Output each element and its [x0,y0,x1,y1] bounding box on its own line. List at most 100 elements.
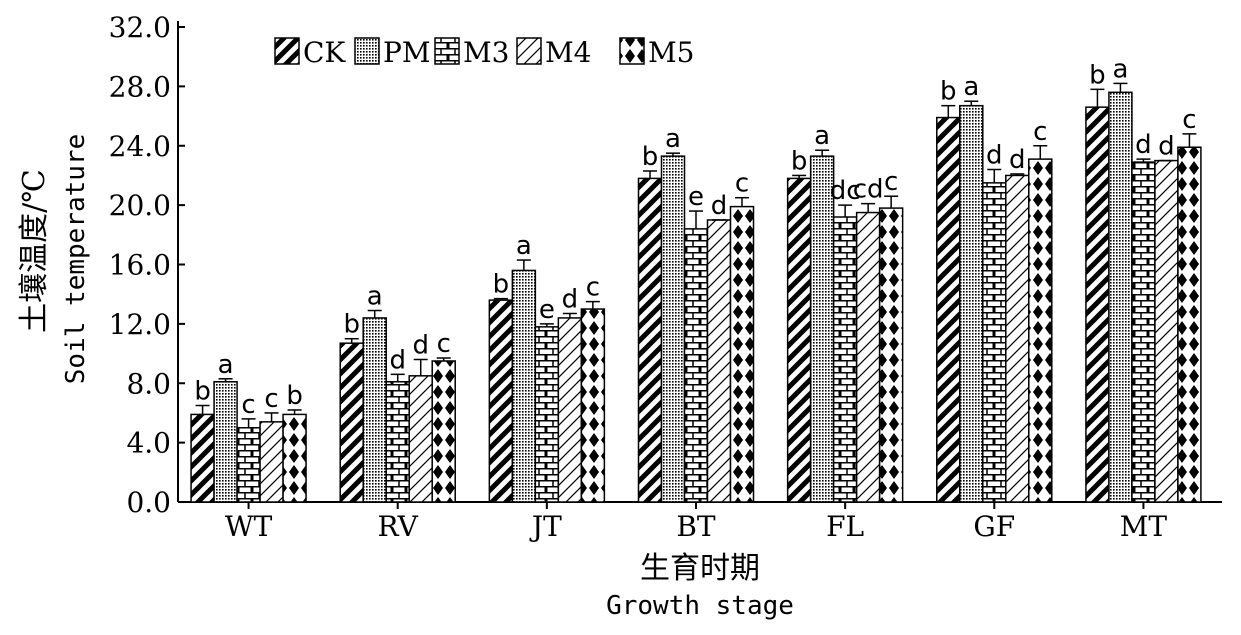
bar-M3-RV [385,381,410,503]
significance-letter: a [963,72,979,102]
bar-CK-FL [786,177,812,503]
bar-PM-RV [362,317,387,503]
legend: CK PM M3 M4 M5 [274,36,694,69]
bar-M4-GF [1005,174,1030,503]
bar-M4-FL [855,211,881,503]
x-tick-label: GF [973,510,1015,543]
significance-letter: b [194,377,211,407]
significance-letter: d [389,345,406,375]
bar-M4-BT [706,219,732,503]
significance-letter: e [688,182,704,212]
significance-letter: a [665,124,681,154]
significance-letter: c [735,169,749,199]
bar-PM-JT [511,269,537,503]
significance-letter: d [986,141,1003,171]
significance-letter: b [343,310,360,340]
bar-M3-GF [982,182,1007,503]
significance-letter: b [791,146,808,176]
significance-letter: b [493,270,510,300]
significance-letter: b [286,381,303,411]
significance-letter: dc [830,176,861,206]
y-tick-label: 28.0 [109,70,171,103]
legend-swatch-PM [354,37,380,65]
bar-M5-FL [878,207,904,503]
significance-letter: d [1158,132,1175,162]
bar-CK-WT [190,413,215,503]
significance-letter: c [1182,105,1196,135]
bar-M5-MT [1177,146,1202,503]
bar-M4-RV [408,375,433,503]
y-axis-label-en: Soil temperature [61,134,91,384]
bar-CK-BT [637,177,663,503]
x-axis-label-cn: 生育时期 [640,551,760,586]
legend-swatch-M3 [434,37,460,65]
bar-M3-MT [1131,161,1156,503]
x-tick-label: FL [826,510,864,543]
bar-M5-WT [282,413,307,503]
axes: 0.0 4.0 8.0 12.0 16.0 20.0 24.0 28.0 32.0 WT RV JT B… [109,11,1222,543]
significance-letter: d [412,331,429,361]
bar-M4-MT [1154,159,1179,503]
x-tick-label: JT [529,510,562,543]
bar-M4-WT [259,421,284,503]
significance-letter: cd [853,175,884,205]
bar-PM-FL [809,155,835,503]
significance-letter: d [1135,130,1152,160]
bar-M5-JT [580,308,606,503]
bar-CK-GF [936,116,961,503]
significance-letter: c [1033,117,1047,147]
bar-CK-JT [488,299,514,503]
bar-CK-RV [339,342,364,503]
bar-PM-WT [213,381,238,503]
significance-letter: a [218,350,234,380]
significance-letter: d [562,284,579,314]
bar-M3-WT [236,427,261,503]
legend-label-M4: M4 [545,36,591,69]
legend-label-M5: M5 [648,36,694,69]
legend-swatch-M5 [619,37,645,65]
significance-letter: b [940,77,957,107]
y-tick-label: 12.0 [109,308,171,341]
significance-letter: d [711,191,728,221]
significance-letter: a [367,282,383,312]
bar-M3-FL [832,216,858,503]
x-axis-label-en: Growth stage [606,591,794,621]
y-tick-label: 20.0 [109,189,171,222]
significance-letter: b [1089,60,1106,90]
y-tick-label: 24.0 [109,130,171,163]
bar-M3-BT [683,228,709,503]
y-tick-label: 32.0 [109,11,171,44]
significance-letter: b [642,142,659,172]
bar-M5-GF [1028,158,1053,503]
significance-letter: c [437,329,451,359]
bar-M3-JT [534,326,560,503]
x-tick-label: MT [1120,510,1168,543]
significance-letter: a [516,231,532,261]
y-tick-label: 0.0 [126,486,171,519]
legend-swatch-CK [274,37,300,65]
bar-PM-MT [1108,91,1133,503]
bar-PM-BT [660,155,686,503]
legend-label-PM: PM [383,36,431,69]
significance-letter: c [264,384,278,414]
y-tick-label: 4.0 [126,427,171,460]
significance-letter: c [884,167,898,197]
x-tick-label: RV [378,510,419,543]
bar-M5-BT [729,205,755,503]
significance-letter: c [241,390,255,420]
bar-PM-GF [959,104,984,503]
legend-label-CK: CK [303,36,346,69]
significance-letter: a [1112,54,1128,84]
significance-letter: a [814,121,830,151]
x-tick-label: WT [225,510,273,543]
y-tick-label: 8.0 [126,367,171,400]
x-tick-label: BT [676,510,716,543]
legend-label-M3: M3 [463,36,509,69]
y-axis-label-cn: 土壤温度/℃ [17,169,52,333]
bar-M4-JT [557,317,583,503]
y-tick-label: 16.0 [109,249,171,282]
legend-swatch-M4 [516,37,542,65]
bar-CK-MT [1085,106,1110,503]
significance-letter: e [539,295,555,325]
